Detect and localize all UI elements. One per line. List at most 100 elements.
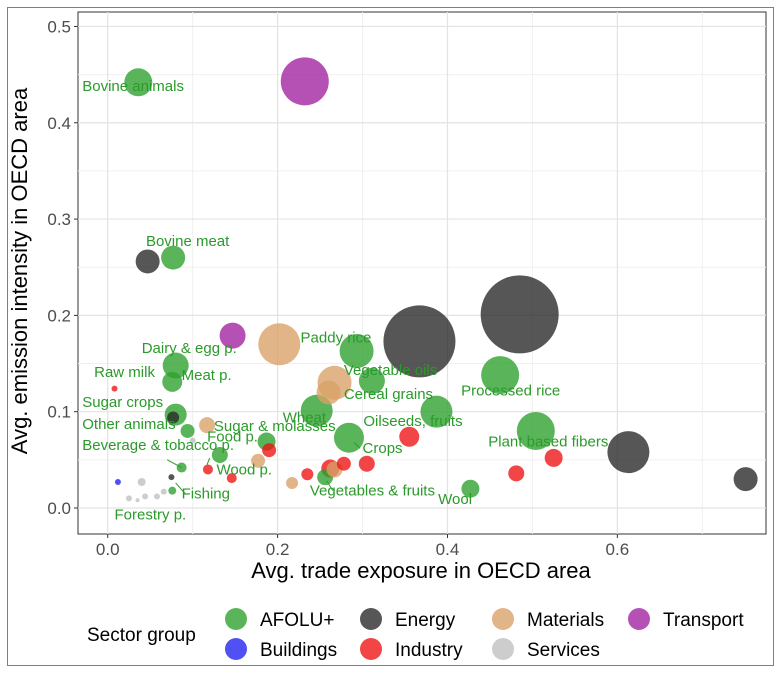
point-afolu — [168, 486, 177, 495]
point-materials — [286, 476, 299, 489]
legend-title: Sector group — [87, 625, 196, 646]
point-industry — [301, 468, 314, 481]
y-tick-label: 0.3 — [47, 210, 71, 229]
point-label: Paddy rice — [301, 329, 372, 346]
point-afolu — [124, 68, 153, 97]
x-tick-label: 0.0 — [96, 540, 120, 559]
x-tick-label: 0.4 — [436, 540, 460, 559]
point-afolu — [339, 334, 374, 369]
point-materials — [251, 453, 266, 468]
point-afolu — [211, 447, 228, 464]
point-materials — [316, 380, 341, 405]
y-tick-label: 0.4 — [47, 114, 71, 133]
point-afolu — [516, 411, 555, 450]
point-services — [142, 493, 149, 500]
legend-label: Industry — [395, 640, 463, 661]
point-afolu — [358, 367, 385, 394]
point-industry — [508, 465, 525, 482]
point-transport — [219, 322, 246, 349]
label-leader-line — [166, 459, 182, 468]
legend-key-buildings — [225, 638, 247, 660]
point-label: Dairy & egg p. — [142, 340, 237, 357]
y-axis-title: Avg. emission intensity in OECD area — [7, 87, 32, 454]
point-transport — [280, 57, 329, 106]
point-afolu — [461, 479, 480, 498]
point-label: Fishing — [182, 485, 230, 502]
point-afolu — [180, 423, 195, 438]
x-tick-label: 0.2 — [266, 540, 290, 559]
point-energy — [383, 305, 456, 378]
point-label: Oilseeds, fruits — [363, 413, 462, 430]
label-leader-line — [175, 482, 187, 495]
point-label: Forestry p. — [115, 507, 187, 524]
y-tick-label: 0.2 — [47, 306, 71, 325]
point-energy — [168, 474, 175, 481]
data-points — [111, 57, 758, 503]
point-label: Wheat — [283, 409, 327, 426]
legend-label: Buildings — [260, 640, 337, 661]
point-industry — [111, 385, 118, 392]
point-energy — [733, 467, 758, 492]
label-leaders — [166, 442, 361, 495]
point-afolu — [481, 356, 520, 395]
point-label: Bovine meat — [146, 233, 230, 250]
point-energy — [167, 411, 180, 424]
legend-label: Transport — [663, 610, 744, 631]
point-services — [160, 488, 167, 495]
point-label: Vegetables & fruits — [310, 482, 435, 499]
point-services — [135, 498, 140, 503]
point-label: Bovine animals — [82, 78, 184, 95]
point-buildings — [114, 478, 121, 485]
grid-lines — [78, 12, 766, 534]
point-label: Sugar & molasses — [214, 418, 336, 435]
point-services — [137, 477, 146, 486]
x-axis-title: Avg. trade exposure in OECD area — [251, 558, 591, 583]
legend-label: AFOLU+ — [260, 610, 334, 631]
point-materials — [258, 323, 301, 366]
point-industry — [358, 455, 375, 472]
point-label: Processed rice — [461, 382, 560, 399]
point-industry — [262, 443, 277, 458]
point-industry — [336, 456, 351, 471]
point-energy — [607, 431, 650, 474]
legend-label: Energy — [395, 610, 456, 631]
point-label: Beverage & tobacco p. — [82, 437, 234, 454]
point-afolu — [420, 395, 453, 428]
point-label: Plant based fibers — [488, 433, 608, 450]
point-label: Cereal grains — [344, 386, 433, 403]
point-energy — [135, 249, 160, 274]
point-afolu — [162, 371, 183, 392]
point-afolu — [161, 245, 186, 270]
point-industry — [226, 473, 237, 484]
point-label: Wool — [438, 491, 472, 508]
point-services — [125, 495, 132, 502]
point-label: Meat p. — [182, 367, 232, 384]
legend-key-industry — [360, 638, 382, 660]
point-labels: Bovine animals Bovine meat Dairy & egg p. R… — [82, 78, 608, 524]
y-tick-label: 0.5 — [47, 17, 71, 36]
point-label: Food p. — [207, 429, 258, 446]
legend-label: Materials — [527, 610, 604, 631]
point-label: Vegetable oils — [344, 362, 437, 379]
point-energy — [480, 275, 559, 354]
point-afolu — [162, 352, 189, 379]
x-tick-label: 0.6 — [606, 540, 630, 559]
point-industry — [544, 448, 563, 467]
legend-label: Services — [527, 640, 600, 661]
label-leader-line — [326, 480, 334, 491]
point-label: Sugar crops — [82, 394, 163, 411]
legend-key-materials — [492, 608, 514, 630]
point-industry — [399, 426, 420, 447]
plot-area: Bovine animals Bovine meat Dairy & egg p. R… — [77, 11, 767, 535]
point-services — [153, 493, 160, 500]
point-services — [189, 437, 196, 444]
point-label: Raw milk — [94, 364, 155, 381]
x-axis-ticks: 0.0 0.2 0.4 0.6 — [96, 534, 629, 559]
point-label: Wood p. — [216, 461, 272, 478]
point-materials — [199, 417, 216, 434]
legend-key-energy — [360, 608, 382, 630]
point-industry — [202, 464, 213, 475]
y-tick-label: 0.0 — [47, 499, 71, 518]
label-leader-line — [353, 442, 361, 449]
